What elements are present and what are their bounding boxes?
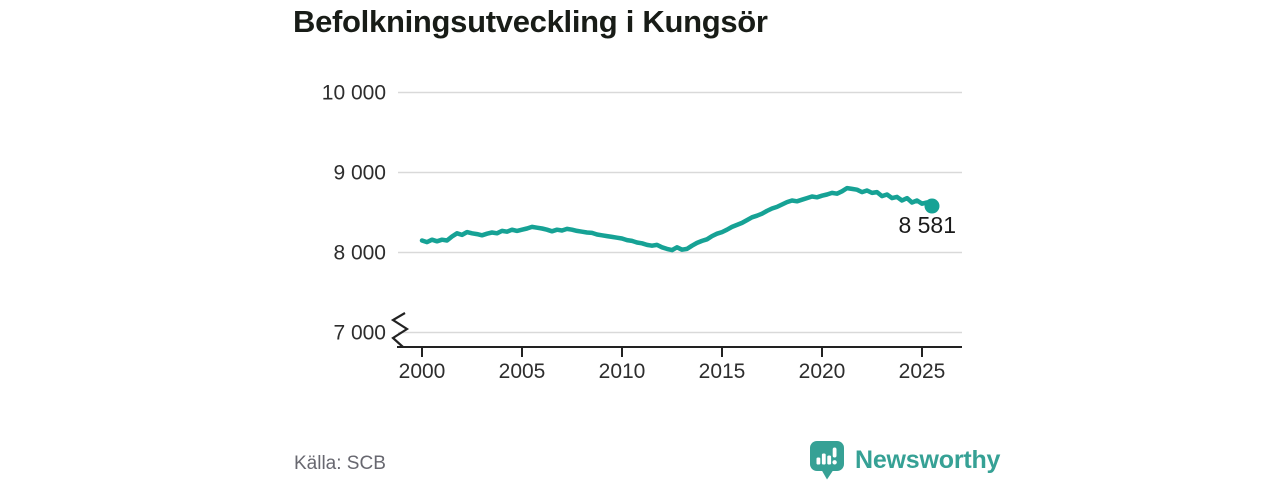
end-point-value-label: 8 581 [898, 212, 956, 238]
y-tick-label: 8 000 [333, 242, 386, 265]
x-tick-label: 2015 [699, 360, 746, 383]
population-line [419, 185, 935, 253]
y-tick-label: 9 000 [333, 162, 386, 185]
brand-logo: Newsworthy [809, 440, 1000, 480]
x-tick-label: 2025 [899, 360, 946, 383]
newsworthy-logo-icon [809, 440, 846, 480]
x-tick-label: 2005 [499, 360, 546, 383]
y-tick-label: 7 000 [333, 322, 386, 345]
chart-title: Befolkningsutveckling i Kungsör [293, 4, 768, 39]
x-tick-label: 2020 [799, 360, 846, 383]
x-tick-label: 2010 [599, 360, 646, 383]
y-tick-label: 10 000 [322, 82, 386, 105]
x-tick-label: 2000 [399, 360, 446, 383]
brand-name: Newsworthy [855, 445, 1001, 474]
end-point-dot [924, 198, 940, 214]
axis-break-icon [390, 312, 410, 348]
source-note: Källa: SCB [294, 453, 386, 474]
